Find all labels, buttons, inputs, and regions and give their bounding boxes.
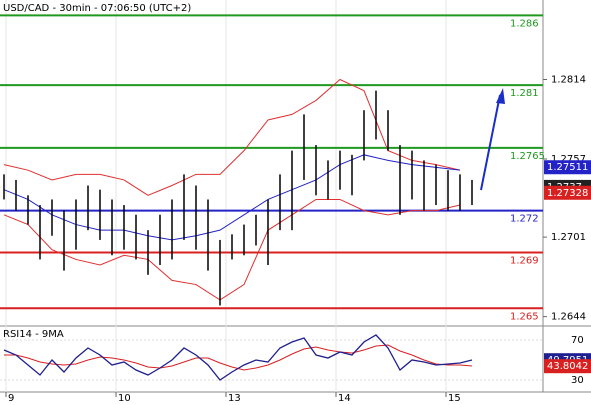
rsi-title: RSI14 - 9MA: [3, 329, 64, 340]
x-tick-label: 10: [118, 393, 131, 404]
price-tag: [544, 185, 591, 200]
rsi-tag-label: 43.8042: [547, 361, 588, 372]
y-tick-label: 1.2814: [551, 75, 586, 86]
rsi-tag: [544, 359, 591, 374]
x-tick-label: 15: [448, 393, 461, 404]
rsi-tick-label: 30: [571, 375, 584, 386]
price-tag-label: 1.27328: [547, 188, 588, 199]
arrow: [480, 94, 501, 191]
rsi-line: [3, 334, 473, 381]
y-tick-label: 1.2757: [551, 154, 586, 165]
x-tick-label: 13: [228, 393, 241, 404]
level-label: 1.2765: [510, 151, 545, 162]
upper-band: [3, 78, 461, 196]
level-label: 1.272: [510, 214, 539, 225]
level-label: 1.265: [510, 311, 539, 322]
x-tick-label: 9: [8, 393, 14, 404]
x-tick-label: 14: [338, 393, 351, 404]
lower-band: [3, 198, 461, 301]
price-tag-label: 1.27511: [547, 162, 588, 173]
level-label: 1.269: [510, 255, 539, 266]
level-label: 1.286: [510, 18, 539, 29]
y-tick-label: 1.2644: [551, 312, 586, 323]
level-label: 1.281: [510, 88, 539, 99]
price-tag: [544, 160, 591, 175]
y-tick-label: 1.2701: [551, 232, 586, 243]
rsi-tick-label: 70: [571, 335, 584, 346]
moving-average: [3, 154, 461, 241]
arrow-head: [496, 88, 505, 104]
chart-title: USD/CAD - 30min - 07:06:50 (UTC+2): [3, 3, 191, 14]
